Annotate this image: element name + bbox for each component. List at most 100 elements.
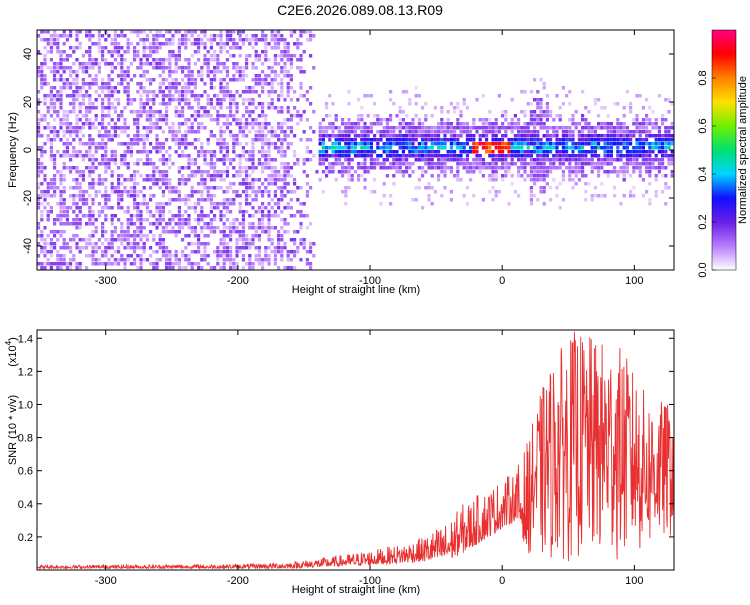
spectrogram-cell (485, 130, 489, 134)
spectrogram-cell (270, 66, 274, 70)
spectrogram-cell (94, 242, 98, 246)
spectrogram-cell (360, 142, 364, 146)
spectrogram-cell (81, 214, 85, 218)
spectrogram-cell (293, 154, 297, 158)
spectrogram-cell (427, 146, 431, 150)
spectrogram-cell (81, 238, 85, 242)
spectrogram-cell (59, 126, 63, 130)
spectrogram-cell (59, 118, 63, 122)
spectrogram-cell (101, 78, 105, 82)
spectrogram-cell (257, 206, 261, 210)
spectrogram-cell (225, 174, 229, 178)
spectrogram-cell (337, 134, 341, 138)
spectrogram-cell (85, 254, 89, 258)
spectrogram-cell (113, 250, 117, 254)
spectrogram-cell (245, 182, 249, 186)
spectrogram-cell (465, 138, 469, 142)
spectrogram-cell (145, 134, 149, 138)
spectrogram-cell (539, 190, 543, 194)
spectrogram-cell (65, 66, 69, 70)
spectrogram-cell (168, 146, 172, 150)
spectrogram-cell (549, 198, 553, 202)
spectrogram-cell (257, 262, 261, 266)
spectrogram-cell (56, 258, 60, 262)
spectrogram-cell (142, 250, 146, 254)
spectrogram-cell (440, 110, 444, 114)
spectrogram-cell (142, 38, 146, 42)
spectrogram-cell (161, 254, 165, 258)
spectrogram-cell (443, 142, 447, 146)
spectrogram-cell (581, 150, 585, 154)
spectrogram-cell (555, 150, 559, 154)
spectrogram-cell (481, 122, 485, 126)
spectrogram-cell (437, 150, 441, 154)
spectrogram-cell (245, 190, 249, 194)
spectrogram-cell (629, 110, 633, 114)
spectrogram-cell (424, 154, 428, 158)
spectrogram-cell (126, 82, 130, 86)
spectrogram-cell (462, 98, 466, 102)
spectrogram-cell (273, 70, 277, 74)
spectrogram-cell (145, 54, 149, 58)
spectrogram-cell (206, 186, 210, 190)
y-tick-label: 1.4 (18, 333, 33, 345)
spectrogram-cell (177, 42, 181, 46)
spectrogram-cell (139, 102, 143, 106)
spectrogram-cell (257, 74, 261, 78)
spectrogram-cell (305, 38, 309, 42)
spectrogram-cell (139, 202, 143, 206)
spectrogram-cell (81, 170, 85, 174)
spectrogram-cell (78, 142, 82, 146)
spectrogram-cell (152, 94, 156, 98)
spectrogram-cell (184, 178, 188, 182)
spectrogram-cell (251, 146, 255, 150)
spectrogram-cell (366, 154, 370, 158)
spectrogram-cell (245, 202, 249, 206)
spectrogram-cell (472, 170, 476, 174)
spectrogram-cell (245, 262, 249, 266)
spectrogram-cell (581, 130, 585, 134)
spectrogram-cell (101, 122, 105, 126)
spectrogram-cell (382, 146, 386, 150)
spectrogram-cell (622, 142, 626, 146)
spectrogram-cell (229, 182, 233, 186)
spectrogram-cell (222, 130, 226, 134)
spectrogram-cell (91, 106, 95, 110)
spectrogram-cell (277, 42, 281, 46)
spectrogram-cell (75, 182, 79, 186)
spectrogram-cell (190, 226, 194, 230)
spectrogram-cell (309, 102, 313, 106)
spectrogram-cell (395, 114, 399, 118)
spectrogram-cell (456, 134, 460, 138)
spectrogram-cell (190, 266, 194, 270)
spectrogram-cell (113, 214, 117, 218)
spectrogram-cell (85, 202, 89, 206)
spectrogram-cell (616, 174, 620, 178)
spectrogram-cell (622, 166, 626, 170)
spectrogram-cell (65, 82, 69, 86)
spectrogram-cell (136, 82, 140, 86)
spectrogram-cell (110, 174, 114, 178)
spectrogram-cell (97, 202, 101, 206)
spectrogram-cell (222, 94, 226, 98)
spectrogram-cell (270, 30, 274, 34)
spectrogram-cell (654, 118, 658, 122)
spectrogram-cell (321, 142, 325, 146)
spectrogram-cell (88, 62, 92, 66)
spectrogram-cell (225, 202, 229, 206)
spectrogram-cell (62, 254, 66, 258)
spectrogram-cell (235, 138, 239, 142)
spectrogram-cell (91, 82, 95, 86)
spectrogram-cell (120, 74, 124, 78)
spectrogram-cell (440, 138, 444, 142)
spectrogram-cell (219, 202, 223, 206)
spectrogram-cell (398, 154, 402, 158)
spectrogram-cell (193, 50, 197, 54)
spectrogram-cell (337, 126, 341, 130)
spectrogram-cell (299, 54, 303, 58)
spectrogram-cell (277, 186, 281, 190)
spectrogram-cell (638, 162, 642, 166)
spectrogram-cell (168, 94, 172, 98)
spectrogram-cell (46, 182, 50, 186)
spectrogram-cell (542, 174, 546, 178)
